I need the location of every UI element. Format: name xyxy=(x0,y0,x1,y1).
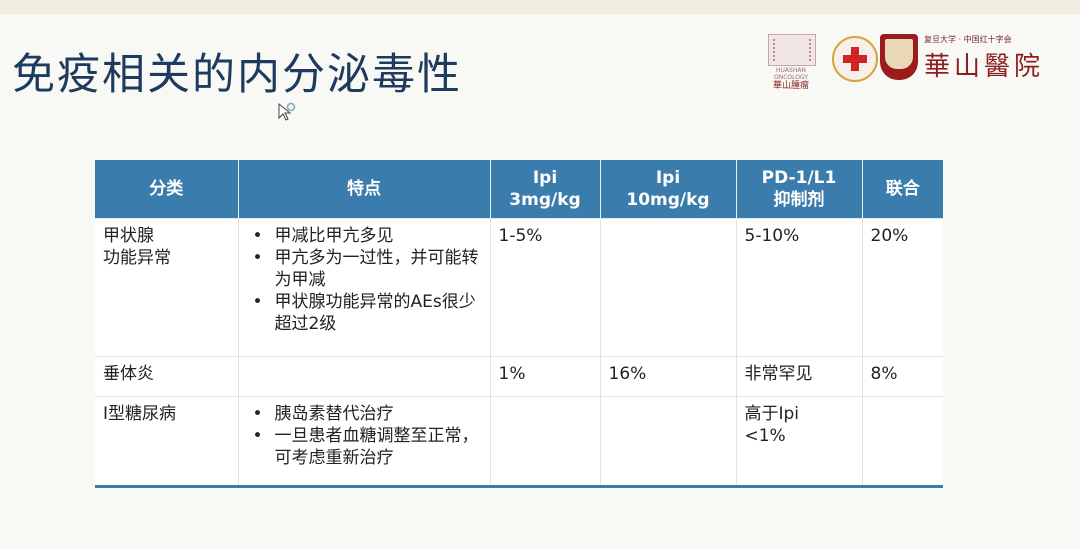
cell-category: 甲状腺 功能异常 xyxy=(95,218,239,357)
logo-caption-en: HUASHAN ONCOLOGY xyxy=(774,67,808,81)
header-ipi-10: Ipi 10mg/kg xyxy=(600,160,737,219)
table-row: I型糖尿病 胰岛素替代治疗 一旦患者血糖调整至正常，可考虑重新治疗 高于Ipi … xyxy=(95,396,943,488)
cell-category: I型糖尿病 xyxy=(95,396,239,488)
feature-item: 甲减比甲亢多见 xyxy=(253,225,482,247)
logo-group: HUASHAN ONCOLOGY 華山腫瘤 复旦大学 · 中国红十字会 華山醫院 xyxy=(762,28,1062,98)
feature-item: 甲亢多为一过性，并可能转为甲减 xyxy=(253,247,482,291)
feature-item: 胰岛素替代治疗 xyxy=(253,403,482,425)
table-header-row: 分类 特点 Ipi 3mg/kg Ipi 10mg/kg PD-1/L1 抑制剂… xyxy=(95,160,943,219)
cell-pd1: 高于Ipi <1% xyxy=(736,396,863,488)
cell-combo: 20% xyxy=(862,218,943,357)
logo-caption-cn: 華山腫瘤 xyxy=(772,81,809,91)
header-pd1: PD-1/L1 抑制剂 xyxy=(736,160,863,219)
header-ipi-3: Ipi 3mg/kg xyxy=(490,160,601,219)
cell-category: 垂体炎 xyxy=(95,356,239,397)
cell-features xyxy=(238,356,491,397)
slide-title: 免疫相关的内分泌毒性 xyxy=(12,50,462,100)
header-combo: 联合 xyxy=(862,160,943,219)
cell-ipi-10 xyxy=(600,218,737,357)
cell-ipi-3: 1% xyxy=(490,356,601,397)
cell-features: 胰岛素替代治疗 一旦患者血糖调整至正常，可考虑重新治疗 xyxy=(238,396,491,488)
header-category: 分类 xyxy=(95,160,239,219)
red-cross-logo xyxy=(832,36,878,82)
cell-pd1: 非常罕见 xyxy=(736,356,863,397)
feature-item: 甲状腺功能异常的AEs很少超过2级 xyxy=(253,291,482,335)
table-row: 甲状腺 功能异常 甲减比甲亢多见 甲亢多为一过性，并可能转为甲减 甲状腺功能异常… xyxy=(95,218,943,357)
table-row: 垂体炎 1% 16% 非常罕见 8% xyxy=(95,356,943,397)
building-icon xyxy=(768,34,816,66)
mouse-cursor-icon xyxy=(278,102,296,121)
fudan-shield-logo xyxy=(880,34,918,80)
header-features: 特点 xyxy=(238,160,491,219)
cell-ipi-10: 16% xyxy=(600,356,737,397)
cell-ipi-3 xyxy=(490,396,601,488)
cell-pd1: 5-10% xyxy=(736,218,863,357)
logo-subtitle: 复旦大学 · 中国红十字会 xyxy=(924,35,1012,44)
feature-item: 一旦患者血糖调整至正常，可考虑重新治疗 xyxy=(253,425,482,469)
cell-ipi-10 xyxy=(600,396,737,488)
hospital-name: 華山醫院 xyxy=(924,52,1045,82)
huashan-oncology-logo: HUASHAN ONCOLOGY 華山腫瘤 xyxy=(762,32,820,91)
cell-combo xyxy=(862,396,943,488)
cell-ipi-3: 1-5% xyxy=(490,218,601,357)
cell-combo: 8% xyxy=(862,356,943,397)
top-strip xyxy=(0,0,1080,14)
toxicity-table: 分类 特点 Ipi 3mg/kg Ipi 10mg/kg PD-1/L1 抑制剂… xyxy=(95,160,943,488)
cell-features: 甲减比甲亢多见 甲亢多为一过性，并可能转为甲减 甲状腺功能异常的AEs很少超过2… xyxy=(238,218,491,357)
